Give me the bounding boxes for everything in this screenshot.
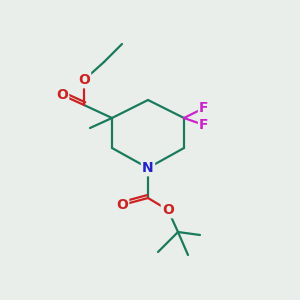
Text: F: F: [199, 118, 209, 132]
Text: O: O: [162, 203, 174, 217]
Text: F: F: [199, 101, 209, 115]
Text: O: O: [116, 198, 128, 212]
Text: N: N: [142, 161, 154, 175]
Text: O: O: [78, 73, 90, 87]
Text: O: O: [56, 88, 68, 102]
